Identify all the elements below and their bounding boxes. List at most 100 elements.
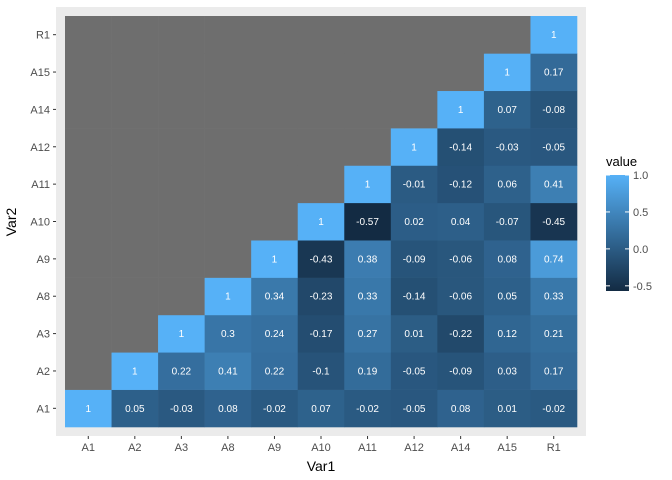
- heatmap-cell-a10-a2: [297, 352, 345, 390]
- heatmap-cell-a1-a2: [65, 352, 112, 390]
- heatmap-cell-a10-a10: [297, 202, 345, 241]
- heatmap-cell-a11-a3: [344, 314, 392, 353]
- x-tick-label-a8: A8: [221, 442, 234, 454]
- heatmap-cell-a2-a14: [111, 90, 159, 129]
- heatmap-cell-a1-a15: [65, 53, 112, 92]
- heatmap-cell-a15-a14: [483, 90, 531, 129]
- heatmap-cell-a15-a10: [483, 202, 531, 241]
- heatmap-cell-a2-a10: [111, 202, 159, 241]
- legend-tick-label-0: 1.0: [633, 170, 648, 182]
- heatmap-cell-r1-a12: [530, 128, 578, 166]
- cell-label-a2-a2: 1: [132, 366, 138, 377]
- heatmap-cell-a8-a15: [204, 53, 252, 92]
- legend-tick-label-3: -0.5: [633, 281, 652, 293]
- x-tick-label-a11: A11: [358, 442, 377, 454]
- cell-label-a14-a2: -0.09: [449, 366, 472, 377]
- heatmap-cell-a12-a11: [390, 165, 438, 204]
- heatmap-cell-a14-a3: [437, 314, 485, 353]
- cell-label-a11-a9: 0.38: [358, 254, 378, 265]
- heatmap-cell-r1-a9: [530, 240, 578, 278]
- heatmap-cell-a14-a9: [437, 240, 485, 278]
- heatmap-cell-a3-a15: [158, 53, 205, 92]
- heatmap-cell-a15-a12: [483, 128, 531, 166]
- heatmap-cell-a10-a11: [297, 165, 345, 204]
- cell-label-r1-a2: 0.17: [544, 366, 564, 377]
- cell-label-r1-a10: -0.45: [542, 217, 565, 228]
- cell-label-a11-a2: 0.19: [358, 366, 378, 377]
- heatmap-cell-a12-a15: [390, 53, 438, 92]
- cell-label-a14-a8: -0.06: [449, 292, 472, 303]
- heatmap-cell-a11-a8: [344, 277, 392, 316]
- legend-ticks: 1.0 0.5 0.0 -0.5: [606, 170, 652, 293]
- heatmap-cell-a11-a1: [344, 389, 392, 428]
- y-tick-label-a2: A2: [37, 366, 50, 378]
- cell-label-a10-a1: 0.07: [311, 404, 331, 415]
- heatmap-cell-a1-a9: [65, 240, 112, 278]
- x-tick-label-a15: A15: [497, 442, 517, 454]
- heatmap-cell-a2-a2: [111, 352, 159, 390]
- cell-label-a15-a8: 0.05: [497, 292, 517, 303]
- heatmap-cell-a10-a15: [297, 53, 345, 92]
- cell-label-a15-a1: 0.01: [497, 404, 517, 415]
- cell-label-a12-a12: 1: [411, 142, 417, 153]
- heatmap-cell-r1-a2: [530, 352, 578, 390]
- heatmap-cell-a14-a15: [437, 53, 485, 92]
- y-tick-label-a10: A10: [30, 217, 50, 229]
- heatmap-cell-a11-a15: [344, 53, 392, 92]
- heatmap-cell-r1-a15: [530, 53, 578, 92]
- heatmap-cell-a11-a2: [344, 352, 392, 390]
- y-tick-label-a14: A14: [30, 104, 50, 116]
- heatmap-cell-a3-a8: [158, 277, 205, 316]
- heatmap-cell-a9-a1: [251, 389, 299, 428]
- heatmap-cell-a12-a3: [390, 314, 438, 353]
- cell-label-a9-a2: 0.22: [265, 366, 285, 377]
- heatmap-cell-a10-a3: [297, 314, 345, 353]
- heatmap-cell-a8-a12: [204, 128, 252, 166]
- heatmap-cell-a11-a10: [344, 202, 392, 241]
- heatmap-cell-a14-a1: [437, 389, 485, 428]
- heatmap-cell-a8-r1: [204, 16, 252, 54]
- cell-label-a3-a1: -0.03: [170, 404, 193, 415]
- cell-label-a1-a1: 1: [85, 404, 91, 415]
- heatmap-cell-a3-a14: [158, 90, 205, 129]
- heatmap-cell-a12-a10: [390, 202, 438, 241]
- heatmap-cell-a2-a3: [111, 314, 159, 353]
- cell-label-a12-a11: -0.01: [403, 180, 426, 191]
- heatmap-cell-a10-a14: [297, 90, 345, 129]
- cell-label-a8-a3: 0.3: [221, 329, 235, 340]
- cell-label-a14-a10: 0.04: [451, 217, 471, 228]
- heatmap-cell-a11-a14: [344, 90, 392, 129]
- heatmap-cell-a9-a10: [251, 202, 299, 241]
- cell-label-a8-a2: 0.41: [218, 366, 238, 377]
- cell-label-a11-a3: 0.27: [358, 329, 378, 340]
- heatmap-cell-a2-a12: [111, 128, 159, 166]
- heatmap-cell-a8-a9: [204, 240, 252, 278]
- heatmap-cell-a10-r1: [297, 16, 345, 54]
- heatmap-cell-r1-a1: [530, 389, 578, 428]
- heatmap-cell-a3-a11: [158, 165, 205, 204]
- heatmap-cell-a1-a1: [65, 389, 112, 428]
- heatmap-cell-a11-a12: [344, 128, 392, 166]
- cell-label-a12-a1: -0.05: [403, 404, 426, 415]
- x-tick-label-a9: A9: [268, 442, 281, 454]
- cell-label-a10-a2: -0.1: [312, 366, 330, 377]
- x-tick-label-a10: A10: [311, 442, 331, 454]
- heatmap-cell-r1-r1: [530, 16, 578, 54]
- cell-label-r1-a11: 0.41: [544, 180, 564, 191]
- cell-label-a12-a8: -0.14: [403, 292, 426, 303]
- cell-label-a2-a1: 0.05: [125, 404, 145, 415]
- heatmap-cell-a2-a8: [111, 277, 159, 316]
- heatmap-cell-a9-r1: [251, 16, 299, 54]
- heatmap-cell-r1-a14: [530, 90, 578, 129]
- x-tick-label-a1: A1: [82, 442, 95, 454]
- cell-label-r1-a1: -0.02: [542, 404, 565, 415]
- heatmap-cell-a14-a2: [437, 352, 485, 390]
- cell-label-a14-a9: -0.06: [449, 254, 472, 265]
- heatmap-cell-a2-r1: [111, 16, 159, 54]
- heatmap-cell-a15-a9: [483, 240, 531, 278]
- heatmap-cell-a15-a3: [483, 314, 531, 353]
- heatmap-cell-a9-a8: [251, 277, 299, 316]
- y-tick-label-a3: A3: [37, 329, 50, 341]
- heatmap-cell-a12-a14: [390, 90, 438, 129]
- heatmap-cell-a3-a2: [158, 352, 205, 390]
